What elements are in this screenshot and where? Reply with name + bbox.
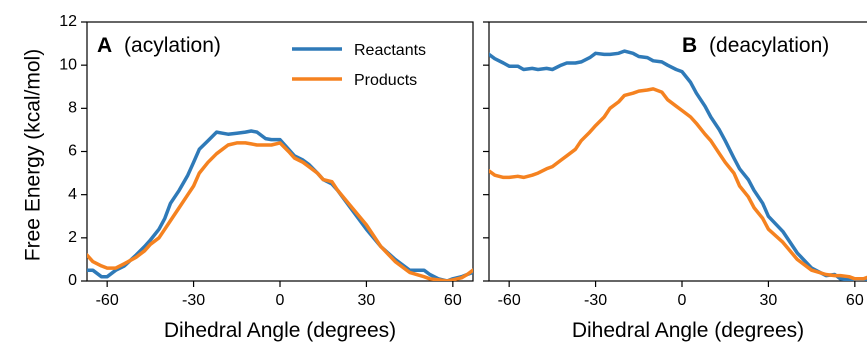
x-tick-label: 30 <box>760 292 778 309</box>
panel-b-y-ticks <box>483 21 489 282</box>
panel-a-y-ticks: 0 2 4 6 8 10 12 <box>59 13 87 289</box>
y-axis-label: Free Energy (kcal/mol) <box>22 49 45 261</box>
panel-b-deacylation: -60 -30 0 30 60 B (deacylation) Dihedral Ang… <box>483 21 867 342</box>
legend-products-label: Products <box>354 72 417 89</box>
panel-a-acylation: 0 2 4 6 8 10 12 -60 -30 0 30 60 A (acylation) Reac… <box>59 13 474 342</box>
x-tick-label: 30 <box>358 292 376 309</box>
x-tick-label: -60 <box>96 292 119 309</box>
y-tick-label: 6 <box>68 143 77 160</box>
series-line-products <box>87 141 473 281</box>
y-tick-label: 2 <box>68 229 77 246</box>
x-tick-label: -30 <box>584 292 607 309</box>
panel-b-frame <box>488 21 867 282</box>
y-tick-label: 10 <box>59 56 77 73</box>
panel-b-title: B (deacylation) <box>682 34 829 57</box>
panel-b-letter: B <box>682 34 697 57</box>
y-tick-label: 4 <box>68 186 77 203</box>
x-tick-label: 60 <box>846 292 864 309</box>
legend-reactants-label: Reactants <box>354 42 426 59</box>
panel-b-x-ticks: -60 -30 0 30 60 <box>498 281 864 309</box>
x-tick-label: 0 <box>276 292 285 309</box>
series-line-products <box>489 87 867 281</box>
x-tick-label: 0 <box>678 292 687 309</box>
x-tick-label: 60 <box>444 292 462 309</box>
x-tick-label: -60 <box>498 292 521 309</box>
legend: Reactants Products <box>292 42 426 89</box>
panel-a-title: A (acylation) <box>97 34 221 57</box>
panel-a-x-axis-label: Dihedral Angle (degrees) <box>164 319 396 342</box>
y-tick-label: 12 <box>59 13 77 30</box>
panel-a-letter: A <box>97 34 112 57</box>
y-tick-label: 0 <box>68 272 77 289</box>
panel-a-x-ticks: -60 -30 0 30 60 <box>96 281 462 309</box>
panel-b-series <box>489 49 867 281</box>
panel-a-frame <box>86 21 474 282</box>
panel-b-subtitle: (deacylation) <box>709 34 829 57</box>
y-tick-label: 8 <box>68 100 77 117</box>
series-line-reactants <box>87 129 473 281</box>
panel-a-subtitle: (acylation) <box>124 34 221 57</box>
panel-b-x-axis-label: Dihedral Angle (degrees) <box>572 319 804 342</box>
series-line-reactants <box>489 49 867 281</box>
panel-a-series <box>87 129 473 281</box>
x-tick-label: -30 <box>182 292 205 309</box>
